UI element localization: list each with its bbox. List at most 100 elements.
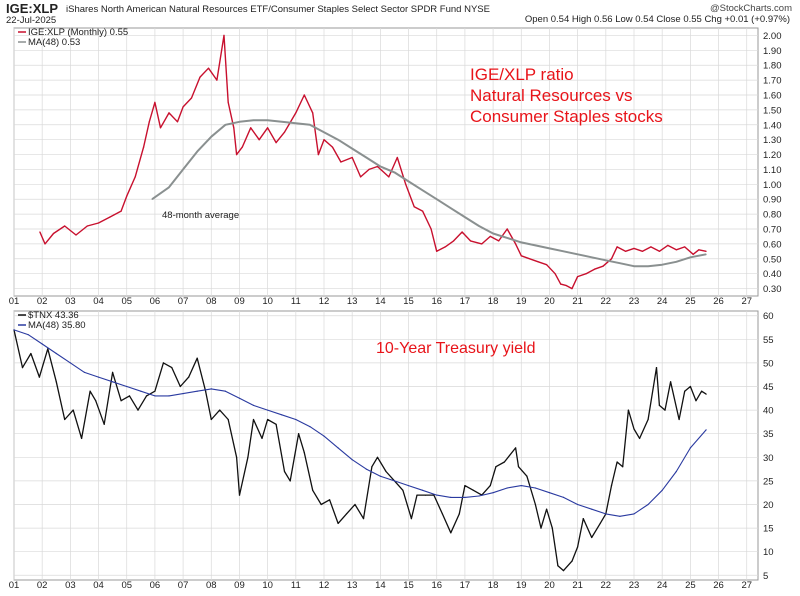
ratio-main-point (154, 101, 156, 103)
tnx-main-point (489, 485, 491, 487)
ratio-ytick-label: 0.90 (763, 195, 782, 206)
tnx-ma48-point (689, 447, 692, 449)
tnx-main-point (577, 546, 579, 548)
ratio-ma48-point (238, 121, 241, 123)
ratio-ytick-label: 0.40 (763, 269, 782, 280)
ratio-main-point (537, 261, 539, 263)
tnx-main-point (515, 447, 517, 449)
ratio-main-point (593, 268, 596, 270)
ratio-main-point (323, 139, 325, 141)
tnx-main-point (236, 456, 238, 458)
ratio-main-point (223, 34, 225, 37)
tnx-xtick-label: 27 (741, 580, 752, 591)
ratio-xtick-label: 05 (121, 296, 132, 307)
tnx-main-point (416, 494, 418, 496)
ratio-xtick-label: 09 (234, 296, 245, 307)
ratio-ma48-point (337, 139, 339, 141)
ratio-main-point (388, 176, 390, 178)
tnx-main-point (540, 527, 542, 529)
ratio-main-point (267, 127, 269, 129)
ratio-main-point (610, 258, 613, 260)
tnx-main-point (450, 532, 452, 534)
ratio-xtick-label: 07 (178, 296, 189, 307)
ratio-xtick-label: 10 (262, 296, 273, 307)
ratio-ma48-point (464, 216, 466, 218)
ratio-xtick-label: 01 (9, 296, 20, 307)
tnx-ma48-point (393, 480, 396, 482)
ratio-main-point (283, 131, 286, 133)
tnx-main-point (582, 518, 584, 520)
ratio-ytick-label: 0.70 (763, 225, 782, 236)
ratio-ma48-point (492, 232, 494, 235)
ratio-ytick-label: 0.50 (763, 254, 782, 265)
ratio-ma48-point (562, 250, 565, 252)
tnx-main-point (678, 418, 680, 421)
ratio-main-point (233, 127, 235, 129)
tnx-main-point (162, 362, 164, 364)
tnx-main-point (154, 390, 156, 392)
tnx-main-point (633, 428, 635, 430)
tnx-ma48-point (97, 376, 100, 378)
tnx-ma48-point (323, 435, 325, 437)
ratio-ma48-point (351, 148, 353, 150)
ratio-main-point (109, 216, 111, 218)
ratio-ytick-label: 1.40 (763, 120, 782, 131)
stockcharts-logo[interactable]: @StockCharts.com (710, 3, 792, 14)
tnx-main-point (112, 371, 114, 373)
ratio-plot-frame (13, 27, 759, 297)
ratio-ytick-label: 0.30 (763, 284, 782, 295)
ratio-ma48-point (661, 264, 663, 266)
tnx-main-point (64, 418, 66, 421)
ratio-main-point (134, 176, 136, 178)
ratio-main-point (413, 206, 415, 208)
ratio-xtick-label: 08 (206, 296, 217, 307)
tnx-main-point (345, 513, 348, 515)
ratio-ma48-point (393, 171, 396, 173)
tnx-main-point (546, 508, 548, 510)
ratio-main-point (312, 112, 314, 114)
ratio-annotation: Natural Resources vs (470, 86, 633, 105)
tnx-main-point (610, 485, 613, 487)
tnx-main-point (219, 409, 221, 411)
tnx-ma48-point (619, 515, 621, 517)
tnx-xtick-label: 25 (685, 580, 696, 591)
ratio-main-point (331, 146, 334, 148)
tnx-xtick-label: 17 (460, 580, 471, 591)
tnx-panel: 5 10 15 20 25 30 35 40 45 50 55 60 01 02 03 04 05 06 07 08 0… (9, 310, 774, 591)
ratio-ytick-label: 1.10 (763, 165, 782, 176)
ratio-main-point (143, 146, 145, 148)
tnx-xtick-label: 01 (9, 580, 20, 591)
ratio-xtick-label: 25 (685, 296, 696, 307)
tnx-ma48-point (69, 362, 71, 364)
ratio-ma48-point (422, 189, 424, 191)
tnx-main-point (188, 376, 190, 378)
tnx-ma48-point (591, 508, 593, 510)
ratio-main-point (351, 156, 353, 159)
ratio-ma48-point (548, 247, 551, 249)
chart-symbol: IGE:XLP (6, 1, 59, 16)
tnx-ma48-point (309, 426, 311, 428)
tnx-ma48-point (478, 495, 480, 497)
ratio-main-point (396, 156, 398, 159)
tnx-ytick-label: 55 (763, 335, 774, 346)
tnx-xtick-label: 05 (121, 580, 132, 591)
ratio-xtick-label: 18 (488, 296, 499, 307)
tnx-ytick-label: 10 (763, 547, 774, 558)
tnx-main-point (441, 513, 443, 515)
ratio-ma48-point (534, 244, 537, 246)
tnx-ytick-label: 25 (763, 476, 774, 487)
tnx-ma48-point (210, 388, 212, 390)
ratio-main-point (275, 142, 277, 144)
ratio-main-point (148, 121, 150, 123)
tnx-main-point (238, 494, 241, 496)
tnx-main-point (695, 400, 697, 402)
tnx-ytick-label: 20 (763, 500, 774, 511)
tnx-ma48-point (520, 485, 522, 487)
tnx-main-point (95, 400, 97, 402)
tnx-xtick-label: 06 (150, 580, 161, 591)
tnx-main-point (210, 418, 212, 421)
tnx-main-point (664, 409, 666, 411)
ratio-legend-label: IGE:XLP (Monthly) 0.55 (28, 27, 128, 38)
ratio-main-point (227, 101, 229, 103)
